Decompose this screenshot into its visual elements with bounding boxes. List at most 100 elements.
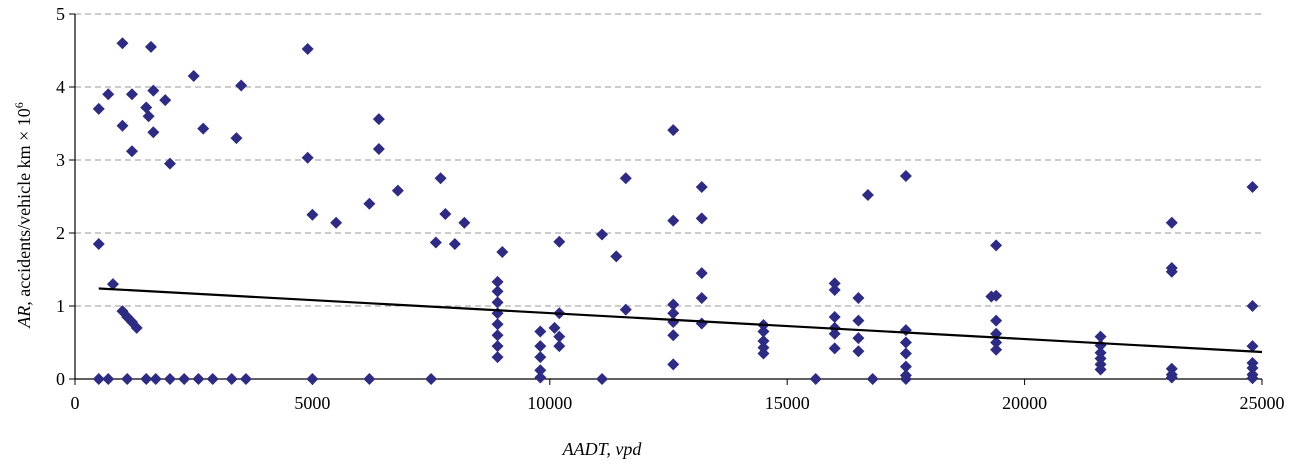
- data-point: [225, 373, 238, 385]
- data-point: [301, 43, 314, 56]
- data-point: [596, 228, 609, 241]
- data-point: [439, 208, 452, 221]
- data-point: [116, 119, 129, 132]
- data-point: [852, 332, 865, 345]
- trendline-layer: [98, 287, 1263, 354]
- data-point: [230, 132, 243, 145]
- data-point: [899, 360, 912, 373]
- data-point: [667, 358, 680, 371]
- data-point: [197, 122, 210, 135]
- data-point: [149, 373, 162, 385]
- data-point: [828, 327, 841, 340]
- grid: [75, 13, 1262, 307]
- data-point: [491, 275, 504, 288]
- data-point: [534, 364, 547, 377]
- data-point: [125, 145, 138, 158]
- x-tick-label: 15000: [765, 393, 810, 413]
- data-point: [667, 307, 680, 320]
- data-point: [553, 330, 566, 343]
- tick-labels: 0 1 2 3 4 5 0 5000 10000 15000 20000 25000: [56, 4, 1285, 413]
- data-point: [92, 237, 105, 250]
- data-point: [619, 303, 632, 316]
- data-point: [142, 110, 155, 123]
- data-point: [990, 289, 1003, 302]
- data-point: [144, 40, 157, 53]
- data-point: [496, 245, 509, 258]
- data-point: [491, 351, 504, 364]
- data-point: [990, 239, 1003, 252]
- data-point: [163, 373, 176, 385]
- data-point: [695, 317, 708, 330]
- x-tick-label: 0: [71, 393, 80, 413]
- data-point: [990, 343, 1003, 356]
- x-tick-label: 5000: [294, 393, 330, 413]
- data-point: [1246, 362, 1259, 375]
- data-point: [667, 214, 680, 227]
- data-point: [147, 126, 160, 139]
- data-point: [757, 347, 770, 360]
- data-point: [1094, 330, 1107, 343]
- data-point: [548, 321, 561, 334]
- data-point: [866, 373, 879, 385]
- data-point: [235, 79, 248, 92]
- data-point: [425, 373, 438, 385]
- data-point: [1246, 181, 1259, 194]
- data-point: [102, 88, 115, 101]
- data-point: [159, 94, 172, 107]
- data-point: [163, 157, 176, 170]
- y-tick-label: 3: [56, 150, 65, 170]
- data-point: [667, 124, 680, 137]
- data-point: [695, 267, 708, 280]
- data-point: [125, 88, 138, 101]
- x-tick-label: 20000: [1002, 393, 1047, 413]
- points: [92, 37, 1259, 385]
- data-point: [239, 373, 252, 385]
- data-point: [130, 321, 143, 334]
- y-axis-title-exp: 6: [12, 102, 26, 108]
- data-point: [301, 151, 314, 164]
- data-point: [363, 373, 376, 385]
- data-point: [363, 197, 376, 210]
- data-point: [828, 283, 841, 296]
- data-point: [695, 212, 708, 225]
- data-point: [667, 329, 680, 342]
- data-point: [206, 373, 219, 385]
- data-point: [553, 340, 566, 353]
- data-point: [330, 216, 343, 229]
- data-point: [178, 373, 191, 385]
- data-point: [92, 373, 105, 385]
- data-point: [667, 298, 680, 311]
- data-point: [852, 345, 865, 358]
- data-point: [757, 335, 770, 348]
- axes: [69, 13, 1263, 385]
- data-point: [187, 70, 200, 83]
- data-point: [619, 172, 632, 185]
- data-point: [610, 250, 623, 263]
- data-point: [828, 310, 841, 323]
- data-point: [861, 189, 874, 202]
- data-point: [491, 318, 504, 331]
- data-point: [458, 216, 471, 229]
- x-axis-title: AADT, vpd: [562, 439, 643, 459]
- data-point: [899, 336, 912, 349]
- data-point: [1094, 363, 1107, 376]
- data-point: [695, 291, 708, 304]
- data-point: [372, 113, 385, 126]
- data-point: [140, 101, 153, 114]
- y-axis-title: AR, accidents/vehicle km × 106: [12, 102, 34, 329]
- data-point: [534, 351, 547, 364]
- data-point: [1246, 372, 1259, 385]
- data-point: [534, 325, 547, 338]
- data-point: [192, 373, 205, 385]
- data-point: [667, 316, 680, 329]
- data-point: [899, 373, 912, 385]
- y-axis-title-var: AR: [14, 306, 34, 329]
- data-point: [429, 236, 442, 249]
- data-point: [1165, 371, 1178, 384]
- data-point: [102, 373, 115, 385]
- data-point: [372, 143, 385, 156]
- data-point: [828, 277, 841, 290]
- data-point: [534, 371, 547, 384]
- data-point: [852, 314, 865, 327]
